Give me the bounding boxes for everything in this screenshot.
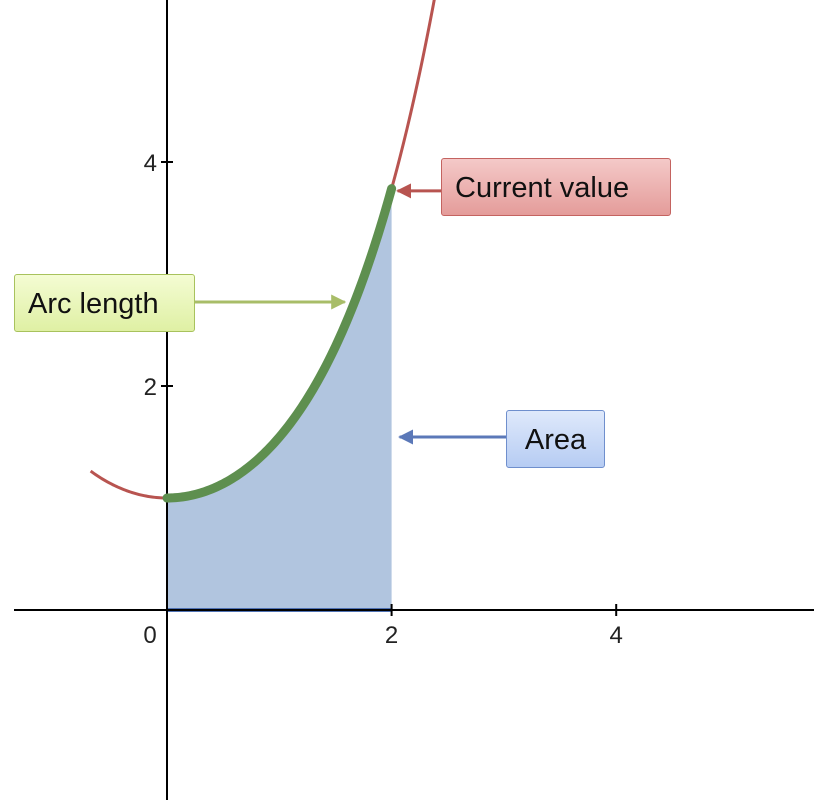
y-tick-label: 4: [144, 150, 157, 177]
y-tick-label: 2: [144, 374, 157, 401]
arc-length-segment: [162, 184, 397, 503]
x-tick-label: 4: [610, 622, 623, 649]
x-tick-label: 0: [143, 622, 156, 649]
area-callout: Area: [506, 410, 605, 468]
tick-labels: 0 2 4 2 4: [143, 150, 623, 649]
area-region: [167, 188, 392, 612]
axes: [14, 0, 814, 800]
x-tick-label: 2: [385, 622, 398, 649]
area-under-curve: [167, 188, 392, 610]
arc-length-callout: Arc length: [14, 274, 195, 332]
current-value-callout: Current value: [441, 158, 671, 216]
annotation-arrows: [195, 183, 506, 445]
curve-layer: [89, 0, 436, 503]
